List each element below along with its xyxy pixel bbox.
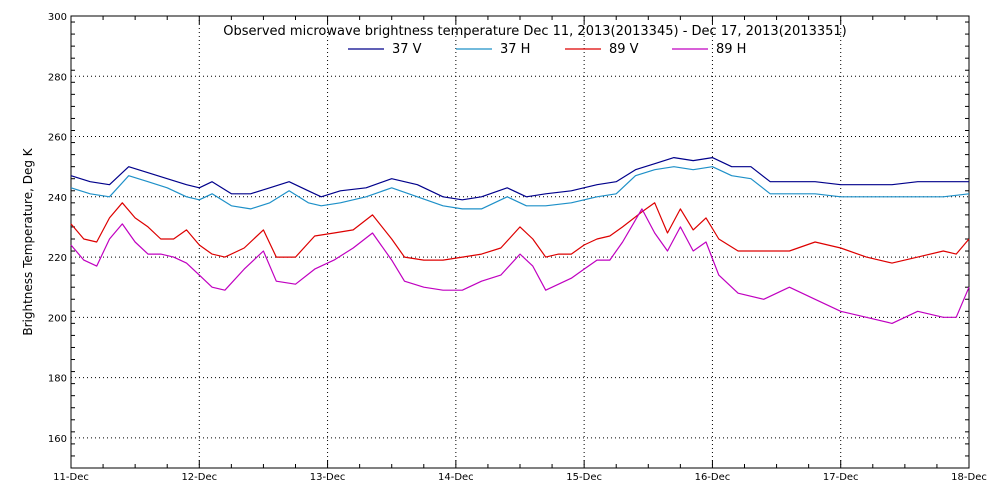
series-lines — [70, 157, 970, 324]
axis-ticks — [70, 16, 970, 469]
plot-frame — [70, 15, 970, 469]
x-tick-label: 18-Dec — [951, 472, 987, 483]
legend-label: 37 H — [500, 42, 530, 57]
legend-label: 89 H — [716, 42, 746, 57]
y-tick-labels: 160 180 200 220 240 260 280 300 — [48, 12, 67, 445]
y-tick-label: 160 — [48, 434, 67, 445]
y-tick-label: 240 — [48, 193, 67, 204]
legend-label: 89 V — [609, 42, 639, 57]
y-tick-label: 220 — [48, 253, 67, 264]
legend-label: 37 V — [392, 42, 422, 57]
series-line-37-h — [70, 166, 970, 210]
legend: 37 V 37 H 89 V 89 H — [348, 42, 746, 57]
x-tick-label: 14-Dec — [438, 472, 474, 483]
y-tick-label: 180 — [48, 374, 67, 385]
x-tick-label: 11-Dec — [53, 472, 89, 483]
y-tick-label: 200 — [48, 313, 67, 324]
y-tick-label: 280 — [48, 72, 67, 83]
x-tick-label: 16-Dec — [695, 472, 731, 483]
series-line-89-h — [70, 208, 970, 324]
chart-title: Observed microwave brightness temperatur… — [223, 24, 847, 39]
x-tick-label: 12-Dec — [181, 472, 217, 483]
x-tick-label: 13-Dec — [310, 472, 346, 483]
series-line-89-v — [70, 202, 970, 264]
x-tick-label: 15-Dec — [566, 472, 602, 483]
series-line-37-v — [70, 157, 969, 201]
grid — [71, 16, 969, 468]
y-tick-label: 260 — [48, 133, 67, 144]
y-tick-label: 300 — [48, 12, 67, 23]
x-tick-labels: 11-Dec 12-Dec 13-Dec 14-Dec 15-Dec 16-Dec 17-D… — [53, 472, 987, 483]
x-tick-label: 17-Dec — [823, 472, 859, 483]
y-axis-label: Brightness Temperature, Deg K — [21, 147, 35, 335]
